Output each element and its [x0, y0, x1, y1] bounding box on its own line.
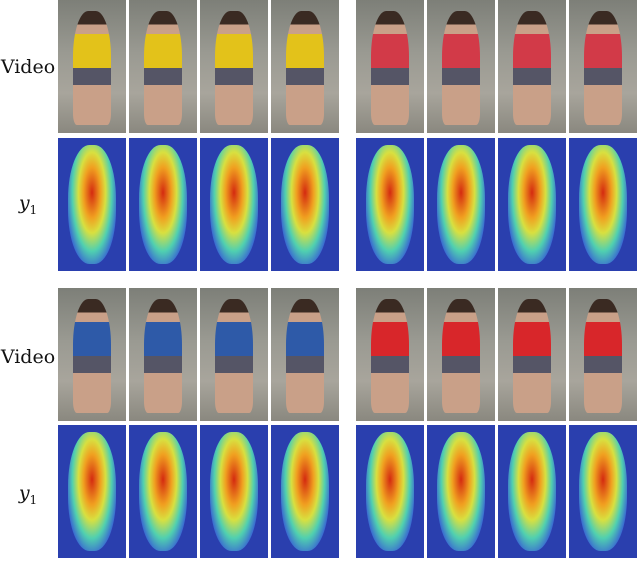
video-frame [427, 0, 495, 133]
attention-heatmap [271, 138, 339, 271]
heat-blob [68, 144, 116, 265]
heat-blob [508, 144, 556, 265]
heat-blob [68, 431, 116, 552]
person [72, 10, 112, 125]
video-frame [427, 288, 495, 421]
person [72, 298, 112, 413]
attention-maps-bottom-left [58, 425, 339, 558]
person [285, 298, 325, 413]
video-frames-top-left [58, 0, 339, 133]
person [370, 10, 410, 125]
row-label-video-2: Video [0, 346, 56, 368]
person [583, 298, 623, 413]
attention-heatmap [498, 425, 566, 558]
video-frame [498, 0, 566, 133]
heat-blob [366, 144, 414, 265]
subscript: 1 [29, 492, 38, 507]
video-frame [356, 288, 424, 421]
person [370, 298, 410, 413]
video-frame [569, 0, 637, 133]
heat-blob [579, 431, 627, 552]
attention-heatmap [200, 425, 268, 558]
attention-heatmap [356, 138, 424, 271]
person [285, 10, 325, 125]
video-frames-top-right [356, 0, 637, 133]
video-frame [58, 0, 126, 133]
var: y [18, 192, 30, 214]
heat-blob [579, 144, 627, 265]
person [441, 298, 481, 413]
person [214, 10, 254, 125]
row-label-y1-1: y1 [0, 192, 56, 217]
attention-maps-top-left [58, 138, 339, 271]
attention-heatmap [498, 138, 566, 271]
video-frame [271, 0, 339, 133]
heat-blob [139, 431, 187, 552]
video-frame [271, 288, 339, 421]
attention-heatmap [427, 425, 495, 558]
person [512, 10, 552, 125]
heat-blob [366, 431, 414, 552]
heat-blob [210, 144, 258, 265]
attention-heatmap [271, 425, 339, 558]
heat-blob [437, 144, 485, 265]
row-label-y1-2: y1 [0, 482, 56, 507]
heat-blob [210, 431, 258, 552]
var: y [18, 482, 30, 504]
heat-blob [139, 144, 187, 265]
attention-heatmap [200, 138, 268, 271]
video-frame [58, 288, 126, 421]
attention-heatmap [356, 425, 424, 558]
attention-heatmap [58, 138, 126, 271]
video-frame [569, 288, 637, 421]
video-frame [356, 0, 424, 133]
video-frame [129, 0, 197, 133]
video-frame [200, 0, 268, 133]
attention-heatmap [569, 425, 637, 558]
video-frame [129, 288, 197, 421]
attention-maps-top-right [356, 138, 637, 271]
subscript: 1 [29, 202, 38, 217]
person [214, 298, 254, 413]
person [441, 10, 481, 125]
heat-blob [437, 431, 485, 552]
row-label-video-1: Video [0, 56, 56, 78]
video-frame [498, 288, 566, 421]
heat-blob [281, 431, 329, 552]
video-frames-bottom-left [58, 288, 339, 421]
video-frames-bottom-right [356, 288, 637, 421]
heat-blob [508, 431, 556, 552]
heat-blob [281, 144, 329, 265]
person [583, 10, 623, 125]
attention-heatmap [569, 138, 637, 271]
attention-heatmap [58, 425, 126, 558]
person [143, 298, 183, 413]
attention-heatmap [129, 138, 197, 271]
attention-heatmap [129, 425, 197, 558]
person [143, 10, 183, 125]
attention-heatmap [427, 138, 495, 271]
attention-maps-bottom-right [356, 425, 637, 558]
person [512, 298, 552, 413]
video-frame [200, 288, 268, 421]
